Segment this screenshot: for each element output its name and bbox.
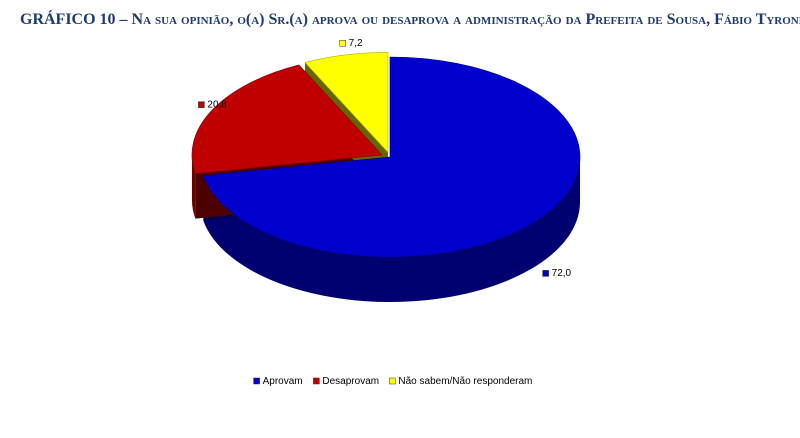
data-label: 7,2 — [349, 38, 363, 49]
legend-key — [389, 377, 396, 385]
chart-title: GRÁFICO 10 – Na sua opinião, o(a) Sr.(a)… — [20, 11, 800, 28]
label-key — [542, 270, 549, 277]
legend-label: Não sabem/Não responderam — [398, 376, 532, 387]
legend-label: Desaprovam — [322, 376, 379, 387]
slice-side — [191, 154, 196, 219]
legend-key — [313, 377, 320, 385]
label-key — [198, 101, 205, 108]
data-label: 72,0 — [552, 268, 572, 279]
slice — [202, 56, 581, 258]
data-label: 20,8 — [207, 99, 227, 110]
slice — [304, 52, 389, 154]
label-key — [339, 39, 346, 47]
legend-key — [253, 377, 260, 385]
slice — [191, 64, 383, 174]
slice-side — [203, 157, 580, 303]
legend-label: Aprovam — [263, 376, 303, 387]
